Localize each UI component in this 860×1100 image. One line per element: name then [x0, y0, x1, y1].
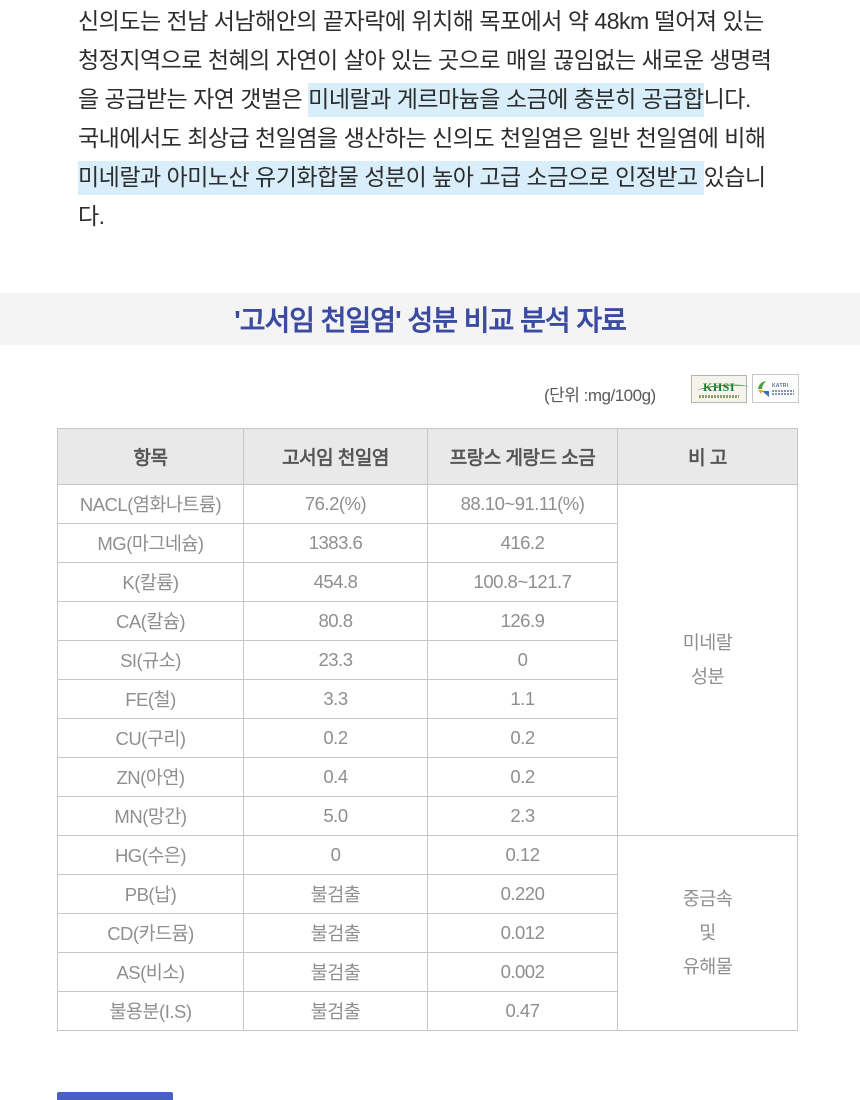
value-cell: 0.2: [427, 718, 618, 758]
item-cell: CU(구리): [57, 718, 244, 758]
item-cell: K(칼륨): [57, 562, 244, 602]
intro-line: 미네랄과 아미노산 유기화합물 성분이 높아 고급 소금으로 인정받고 있습니: [78, 158, 826, 197]
intro-line: 청정지역으로 천혜의 자연이 살아 있는 곳으로 매일 끊임없는 새로운 생명력: [78, 41, 826, 80]
comparison-table: 항목 고서임 천일염 프랑스 게랑드 소금 비 고 NACL(염화나트륨) 76.…: [57, 428, 798, 1031]
katri-figure-icon: [758, 380, 769, 397]
next-section-accent-bar: [57, 1092, 173, 1100]
value-cell: 454.8: [243, 562, 428, 602]
header-remarks: 비 고: [617, 428, 798, 485]
value-cell: 0.012: [427, 913, 618, 953]
value-cell: 126.9: [427, 601, 618, 641]
table-row: CA(칼슘) 80.8 126.9: [57, 601, 798, 641]
table-row: 불용분(I.S) 불검출 0.47: [57, 991, 798, 1031]
section-title-band: '고서임 천일염' 성분 비교 분석 자료: [0, 293, 860, 345]
intro-text: 을 공급받는 자연 갯벌은: [78, 86, 309, 112]
value-cell: 2.3: [427, 796, 618, 836]
highlighted-text: 미네랄과 아미노산 유기화합물 성분이 높아 고급 소금으로 인정받고: [78, 161, 704, 195]
intro-text: 청정지역으로 천혜의 자연이 살아 있는 곳으로 매일 끊임없는 새로운 생명력: [78, 47, 772, 73]
table-row: MG(마그네슘) 1383.6 416.2: [57, 523, 798, 563]
item-cell: 불용분(I.S): [57, 991, 244, 1031]
table-row: HG(수은) 0 0.12 중금속 및 유해물: [57, 835, 798, 1031]
table-row: CU(구리) 0.2 0.2: [57, 718, 798, 758]
table-row: K(칼륨) 454.8 100.8~121.7: [57, 562, 798, 602]
table-header-row: 항목 고서임 천일염 프랑스 게랑드 소금 비 고: [57, 428, 798, 485]
value-cell: 0.2: [427, 757, 618, 797]
intro-line: 신의도는 전남 서남해안의 끝자락에 위치해 목포에서 약 48km 떨어져 있…: [78, 2, 826, 41]
value-cell: 0.12: [427, 835, 618, 875]
table-row: PB(납) 불검출 0.220: [57, 874, 798, 914]
highlighted-text: 미네랄과 게르마늄을 소금에 충분히 공급합: [308, 83, 704, 117]
value-cell: 0.47: [427, 991, 618, 1031]
remark-group-cell: 미네랄 성분: [617, 484, 798, 836]
item-cell: PB(납): [57, 874, 244, 914]
intro-paragraph: 신의도는 전남 서남해안의 끝자락에 위치해 목포에서 약 48km 떨어져 있…: [78, 2, 826, 236]
value-cell: 80.8: [243, 601, 428, 641]
khsi-logo-subtext-line: [699, 394, 739, 398]
item-cell: CA(칼슘): [57, 601, 244, 641]
value-cell: 불검출: [243, 913, 428, 953]
table-row: MN(망간) 5.0 2.3: [57, 796, 798, 836]
value-cell: 0.4: [243, 757, 428, 797]
item-cell: MN(망간): [57, 796, 244, 836]
value-cell: 0: [243, 835, 428, 875]
comparison-table-body: NACL(염화나트륨) 76.2(%) 88.10~91.11(%) 미네랄 성분 MG(…: [57, 484, 798, 1031]
item-cell: MG(마그네슘): [57, 523, 244, 563]
item-cell: FE(철): [57, 679, 244, 719]
intro-line: 을 공급받는 자연 갯벌은 미네랄과 게르마늄을 소금에 충분히 공급합니다.: [78, 80, 826, 119]
intro-text: 국내에서도 최상급 천일염을 생산하는 신의도 천일염은 일반 천일염에 비해: [78, 125, 766, 151]
item-cell: ZN(아연): [57, 757, 244, 797]
value-cell: 416.2: [427, 523, 618, 563]
katri-subtext-line1: [772, 389, 794, 392]
section-title: '고서임 천일염' 성분 비교 분석 자료: [234, 305, 627, 336]
value-cell: 0.002: [427, 952, 618, 992]
value-cell: 76.2(%): [243, 484, 428, 524]
value-cell: 5.0: [243, 796, 428, 836]
header-item: 항목: [57, 428, 244, 485]
value-cell: 불검출: [243, 991, 428, 1031]
intro-line: 국내에서도 최상급 천일염을 생산하는 신의도 천일염은 일반 천일염에 비해: [78, 119, 826, 158]
table-row: ZN(아연) 0.4 0.2: [57, 757, 798, 797]
intro-text: 다.: [78, 203, 105, 229]
intro-text: 신의도는 전남 서남해안의 끝자락에 위치해 목포에서 약 48km 떨어져 있…: [78, 8, 764, 34]
katri-logo-text: KATRI: [772, 383, 794, 395]
item-cell: NACL(염화나트륨): [57, 484, 244, 524]
item-cell: CD(카드뮴): [57, 913, 244, 953]
value-cell: 0: [427, 640, 618, 680]
remark-group-cell: 중금속 및 유해물: [617, 835, 798, 1031]
unit-label: (단위 :mg/100g): [544, 386, 656, 405]
intro-text: 니다.: [703, 86, 752, 112]
intro-line: 다.: [78, 197, 826, 236]
value-cell: 1383.6: [243, 523, 428, 563]
value-cell: 100.8~121.7: [427, 562, 618, 602]
table-row: AS(비소) 불검출 0.002: [57, 952, 798, 992]
katri-certification-logo: KATRI: [752, 374, 799, 403]
table-row: SI(규소) 23.3 0: [57, 640, 798, 680]
khsi-certification-logo: KHSI: [691, 375, 750, 403]
table-row: CD(카드뮴) 불검출 0.012: [57, 913, 798, 953]
khsi-logo-text: KHSI: [696, 381, 750, 396]
header-goseoim-salt: 고서임 천일염: [243, 428, 428, 485]
value-cell: 3.3: [243, 679, 428, 719]
value-cell: 0.220: [427, 874, 618, 914]
katri-subtext-line2: [772, 392, 794, 395]
value-cell: 88.10~91.11(%): [427, 484, 618, 524]
value-cell: 불검출: [243, 874, 428, 914]
value-cell: 23.3: [243, 640, 428, 680]
value-cell: 0.2: [243, 718, 428, 758]
value-cell: 불검출: [243, 952, 428, 992]
table-row: NACL(염화나트륨) 76.2(%) 88.10~91.11(%) 미네랄 성분: [57, 484, 798, 836]
value-cell: 1.1: [427, 679, 618, 719]
item-cell: HG(수은): [57, 835, 244, 875]
item-cell: SI(규소): [57, 640, 244, 680]
intro-text: 있습니: [703, 164, 766, 190]
item-cell: AS(비소): [57, 952, 244, 992]
header-guerande-salt: 프랑스 게랑드 소금: [427, 428, 618, 485]
